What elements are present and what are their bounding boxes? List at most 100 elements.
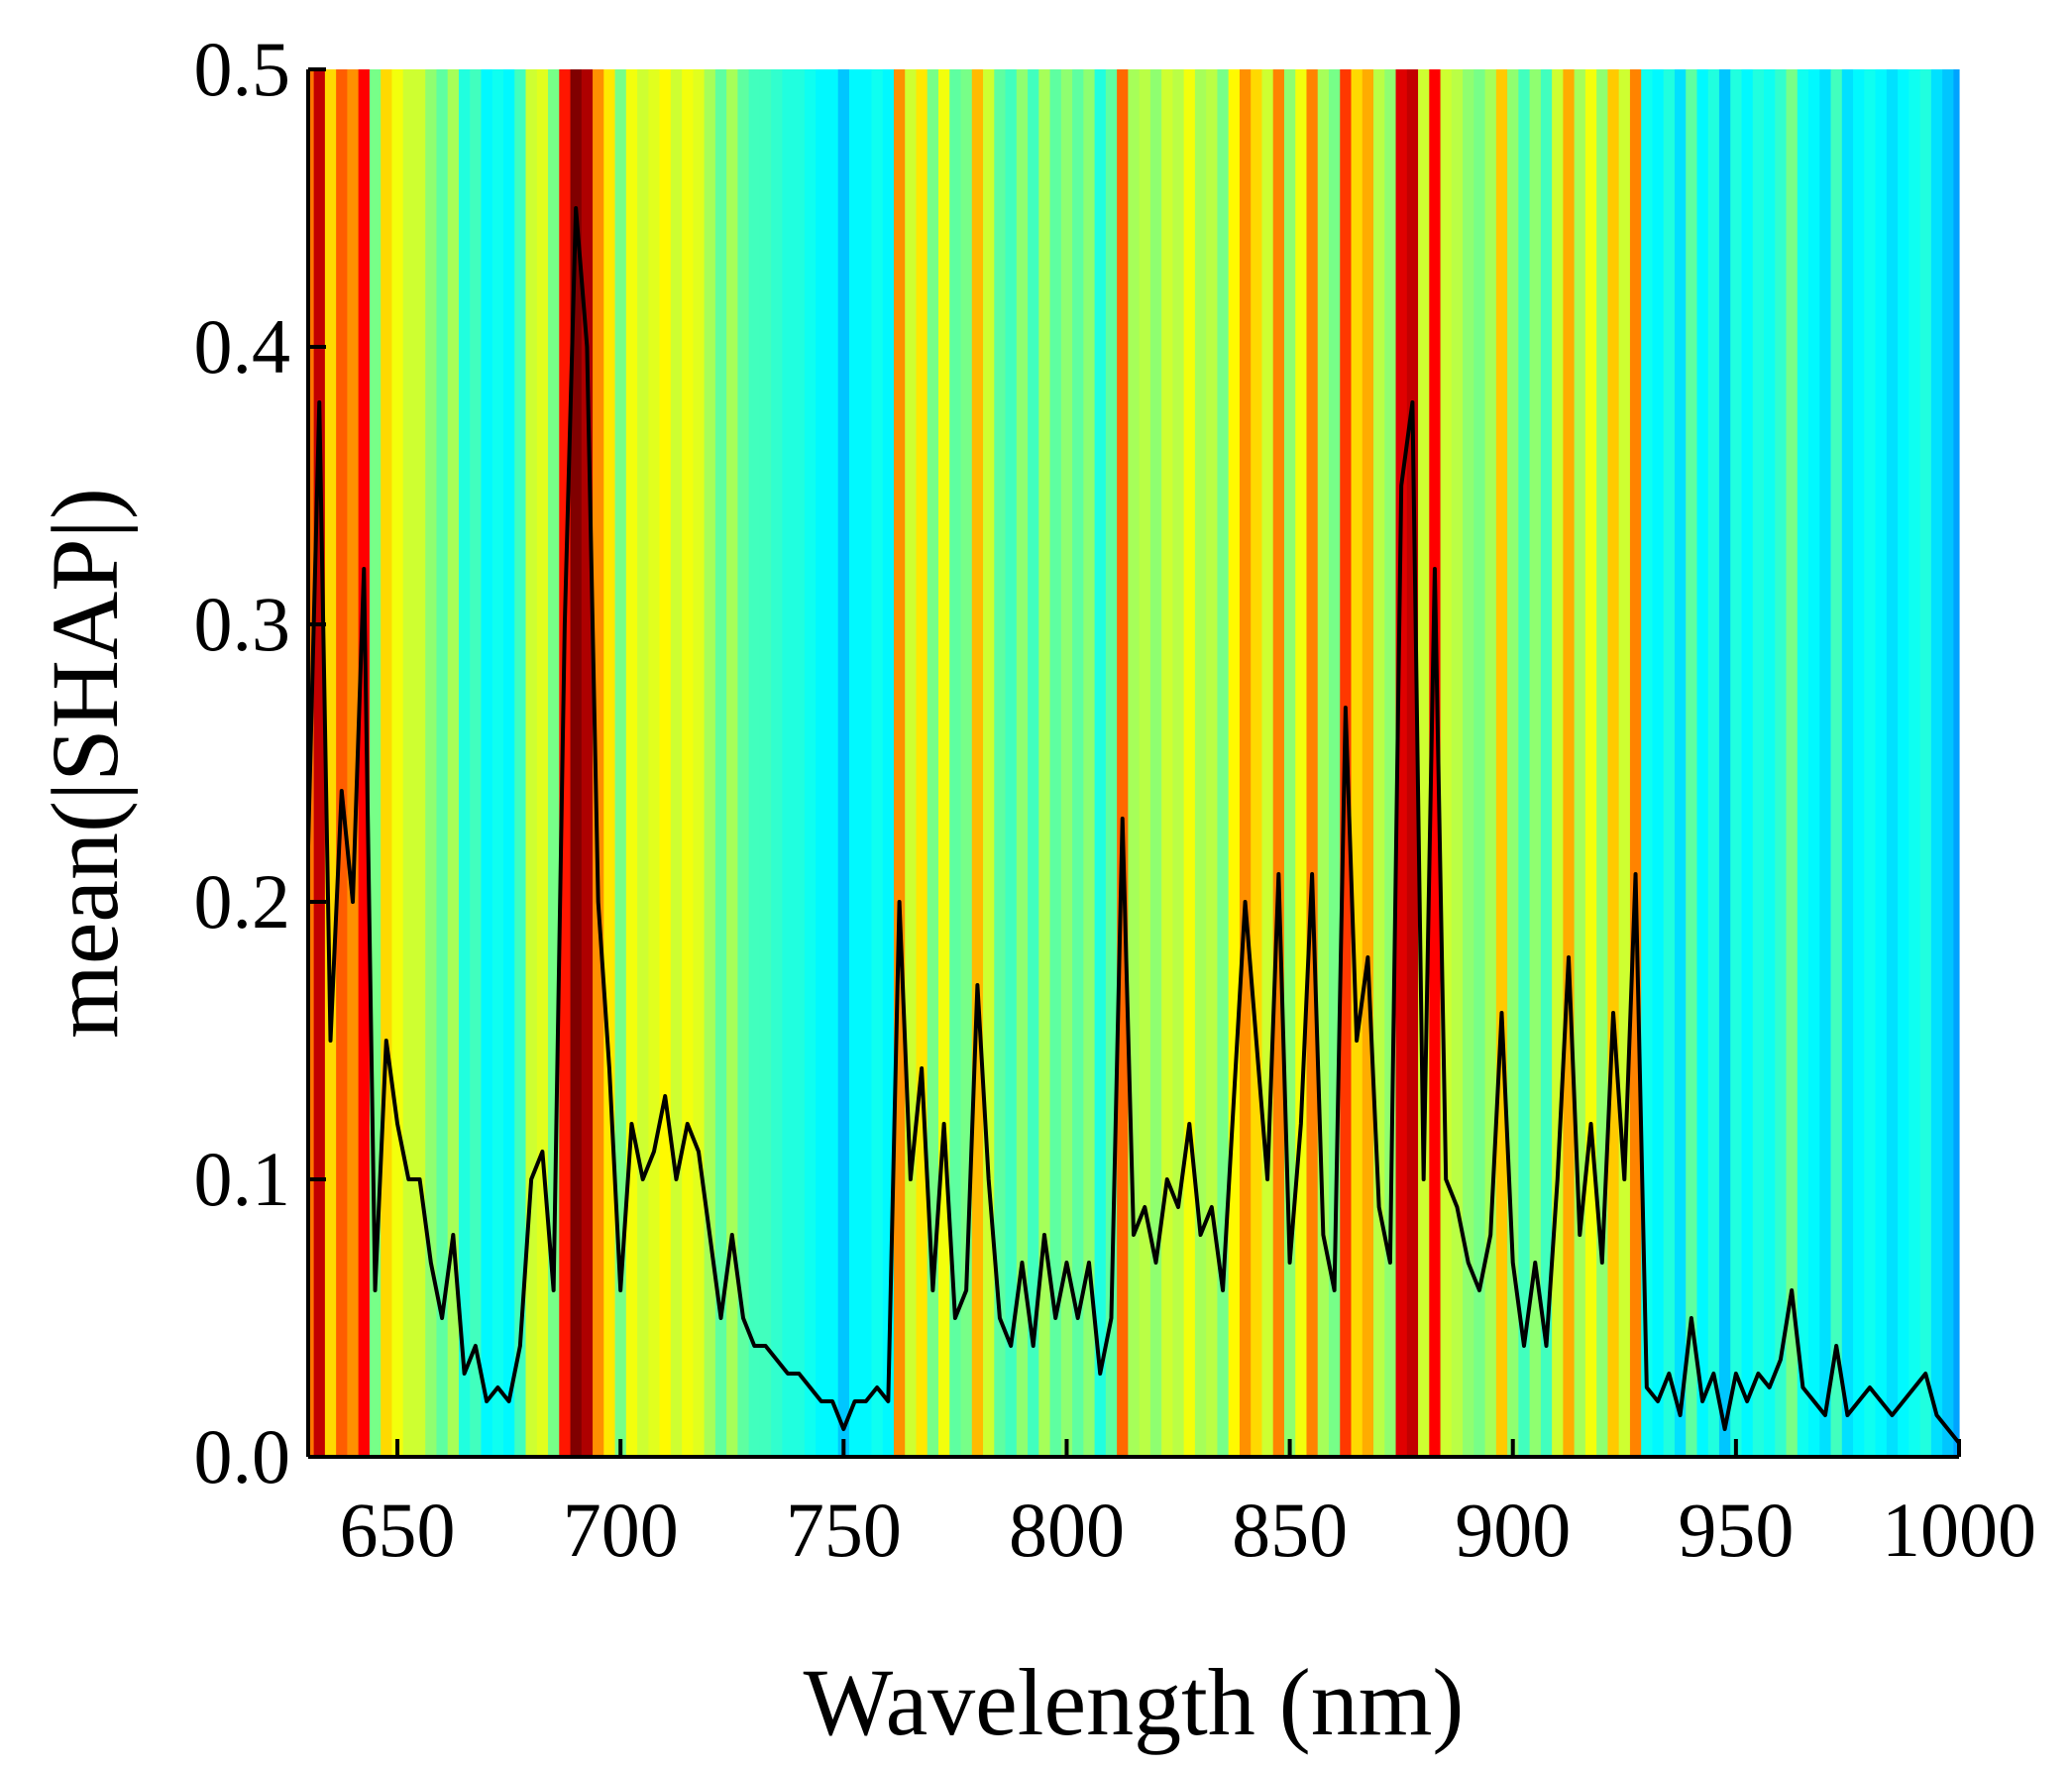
heat-band <box>1172 69 1185 1457</box>
heat-band <box>1317 69 1330 1457</box>
heat-band <box>1239 69 1252 1457</box>
heat-band <box>771 69 784 1457</box>
heat-band <box>1328 69 1341 1457</box>
heat-band <box>425 69 438 1457</box>
data-line <box>306 206 1961 1445</box>
heat-band <box>938 69 950 1457</box>
heat-band <box>1463 69 1474 1457</box>
heat-band <box>614 69 627 1457</box>
x-axis-title: Wavelength (nm) <box>804 1649 1465 1755</box>
heat-band <box>1362 69 1374 1457</box>
heat-band <box>949 69 962 1457</box>
heat-band <box>1574 69 1586 1457</box>
heat-band <box>882 69 895 1457</box>
heat-band <box>1384 69 1397 1457</box>
heat-band <box>391 69 404 1457</box>
heat-band <box>670 69 683 1457</box>
heat-band <box>1495 69 1508 1457</box>
heat-band <box>502 69 515 1457</box>
heat-band <box>514 69 527 1457</box>
heat-band <box>1139 69 1151 1457</box>
heat-band <box>1752 69 1765 1457</box>
heat-band <box>1808 69 1820 1457</box>
heat-band <box>1641 69 1654 1457</box>
heat-band <box>804 69 817 1457</box>
heat-band <box>637 69 649 1457</box>
y-tick-label: 0.5 <box>194 26 291 112</box>
heat-band <box>1786 69 1799 1457</box>
heat-band <box>458 69 471 1457</box>
x-tick-label: 750 <box>786 1487 902 1573</box>
heat-band <box>525 69 538 1457</box>
heat-band <box>1049 69 1062 1457</box>
heat-band <box>381 69 393 1457</box>
heat-band <box>960 69 973 1457</box>
heat-band <box>1775 69 1788 1457</box>
heat-band <box>1028 69 1039 1457</box>
x-tick-label: 650 <box>340 1487 456 1573</box>
heat-band <box>1484 69 1497 1457</box>
heat-band <box>1083 69 1096 1457</box>
heat-band <box>447 69 460 1457</box>
heat-band <box>905 69 918 1457</box>
heat-band <box>581 69 594 1457</box>
heat-band <box>1864 69 1877 1457</box>
heat-band <box>748 69 761 1457</box>
heat-band <box>1395 69 1408 1457</box>
heat-band <box>1686 69 1698 1457</box>
heat-band <box>983 69 995 1457</box>
heat-band <box>625 69 638 1457</box>
heat-band <box>1730 69 1743 1457</box>
heat-band <box>927 69 939 1457</box>
heat-band <box>1618 69 1631 1457</box>
heat-band <box>759 69 772 1457</box>
heat-band <box>559 69 572 1457</box>
heat-band <box>816 69 828 1457</box>
heat-band <box>1038 69 1051 1457</box>
y-axis-title: mean(|SHAP|) <box>32 488 138 1039</box>
x-tick-label: 1000 <box>1882 1487 2036 1573</box>
heat-band <box>1529 69 1542 1457</box>
y-tick-label: 0.0 <box>194 1413 291 1499</box>
heat-band <box>1183 69 1196 1457</box>
heat-band <box>1629 69 1642 1457</box>
heat-band <box>782 69 795 1457</box>
heat-band <box>470 69 483 1457</box>
heat-band <box>826 69 839 1457</box>
heat-band <box>1596 69 1609 1457</box>
heat-band <box>1741 69 1754 1457</box>
heat-band <box>1072 69 1084 1457</box>
heat-band <box>1718 69 1731 1457</box>
heat-band <box>1117 69 1129 1457</box>
x-tick-label: 900 <box>1455 1487 1571 1573</box>
y-tick-label: 0.3 <box>194 581 291 667</box>
heat-band <box>1128 69 1141 1457</box>
heat-band <box>1351 69 1363 1457</box>
x-tick-label: 800 <box>1009 1487 1125 1573</box>
heat-band <box>1217 69 1230 1457</box>
heat-band <box>1908 69 1921 1457</box>
y-tick-label: 0.4 <box>194 303 291 389</box>
heat-band <box>347 69 360 1457</box>
heat-band <box>548 69 560 1457</box>
heat-band <box>893 69 906 1457</box>
band-layer <box>308 69 1960 1457</box>
heat-band <box>1228 69 1241 1457</box>
heat-band <box>1451 69 1464 1457</box>
heat-band <box>1696 69 1709 1457</box>
heat-band <box>1306 69 1319 1457</box>
heat-band <box>1473 69 1486 1457</box>
heat-band <box>1663 69 1676 1457</box>
mark-layer: 0.0 0.1 0.2 0.3 0.4 0.5 650 700 750 800 850 900 950 1… <box>194 26 2037 1573</box>
heat-band <box>1206 69 1219 1457</box>
heat-band <box>693 69 706 1457</box>
heat-band <box>1942 69 1954 1457</box>
heat-band <box>1563 69 1576 1457</box>
heat-band <box>1060 69 1073 1457</box>
heat-band <box>1194 69 1207 1457</box>
heat-band <box>1518 69 1531 1457</box>
heat-band <box>336 69 348 1457</box>
heat-band <box>726 69 738 1457</box>
x-tick-label: 950 <box>1678 1487 1794 1573</box>
heat-band <box>1584 69 1597 1457</box>
